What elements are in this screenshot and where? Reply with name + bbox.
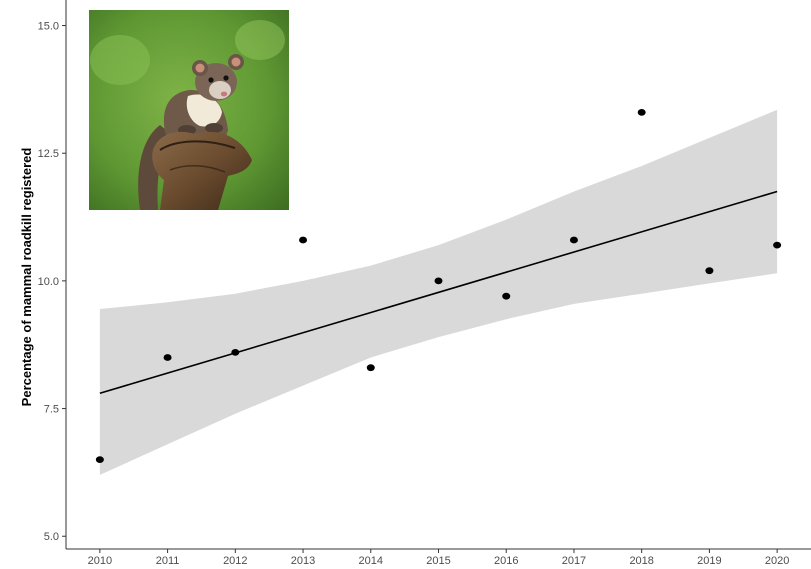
pine-marten-photo <box>89 10 289 210</box>
data-point-2018 <box>637 108 646 116</box>
data-point-2012 <box>231 348 240 356</box>
x-tick-label: 2018 <box>629 555 653 567</box>
data-point-2020 <box>773 241 782 249</box>
data-point-2010 <box>95 456 104 464</box>
data-point-2014 <box>366 364 375 372</box>
y-tick-label: 12.5 <box>38 148 59 160</box>
x-tick-label: 2011 <box>156 555 180 567</box>
x-tick-label: 2017 <box>562 555 586 567</box>
x-tick-label: 2013 <box>291 555 315 567</box>
data-points-layer <box>95 108 782 464</box>
y-tick-label: 10.0 <box>38 276 59 288</box>
data-point-2011 <box>163 354 172 361</box>
x-tick-label: 2015 <box>426 555 450 567</box>
x-tick-label: 2019 <box>697 555 721 567</box>
data-point-2015 <box>434 277 443 285</box>
x-tick-label: 2014 <box>359 555 383 567</box>
y-tick-label: 5.0 <box>44 531 59 543</box>
data-point-2017 <box>569 236 578 244</box>
y-tick-label: 7.5 <box>44 404 59 416</box>
x-tick-label: 2012 <box>223 555 247 567</box>
y-tick-labels: 5.0 7.5 10.0 12.5 15.0 <box>38 21 66 543</box>
data-point-2019 <box>705 267 714 275</box>
y-axis-title: Percentage of mammal roadkill registered <box>19 148 34 407</box>
x-tick-label: 2016 <box>494 555 518 567</box>
trend-line <box>99 190 778 395</box>
data-point-2013 <box>299 236 308 244</box>
trend-line-layer <box>99 190 778 395</box>
y-tick-label: 15.0 <box>38 21 59 33</box>
x-tick-label: 2010 <box>88 555 112 567</box>
x-tick-label: 2020 <box>765 555 789 567</box>
x-tick-labels: 2010 2011 2012 2013 2014 2015 2016 2017 2018 2019… <box>88 549 789 567</box>
data-point-2016 <box>502 292 511 300</box>
